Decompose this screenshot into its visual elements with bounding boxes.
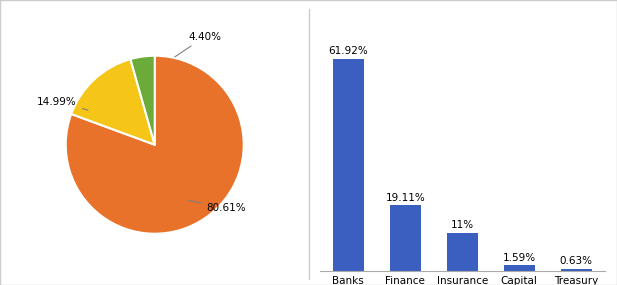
Bar — [560, 268, 592, 271]
Text: 80.61%: 80.61% — [189, 200, 246, 213]
Text: 19.11%: 19.11% — [386, 193, 425, 203]
Bar — [447, 233, 478, 271]
Text: 61.92%: 61.92% — [328, 46, 368, 56]
Text: 0.63%: 0.63% — [560, 256, 593, 266]
Text: 1.59%: 1.59% — [503, 253, 536, 262]
Text: 11%: 11% — [450, 220, 474, 230]
Bar — [390, 205, 421, 271]
Text: 4.40%: 4.40% — [175, 32, 222, 57]
Bar — [503, 265, 535, 271]
Wedge shape — [130, 56, 155, 145]
Bar — [333, 59, 364, 271]
Wedge shape — [66, 56, 244, 234]
Wedge shape — [71, 59, 155, 145]
Text: 14.99%: 14.99% — [37, 97, 88, 110]
